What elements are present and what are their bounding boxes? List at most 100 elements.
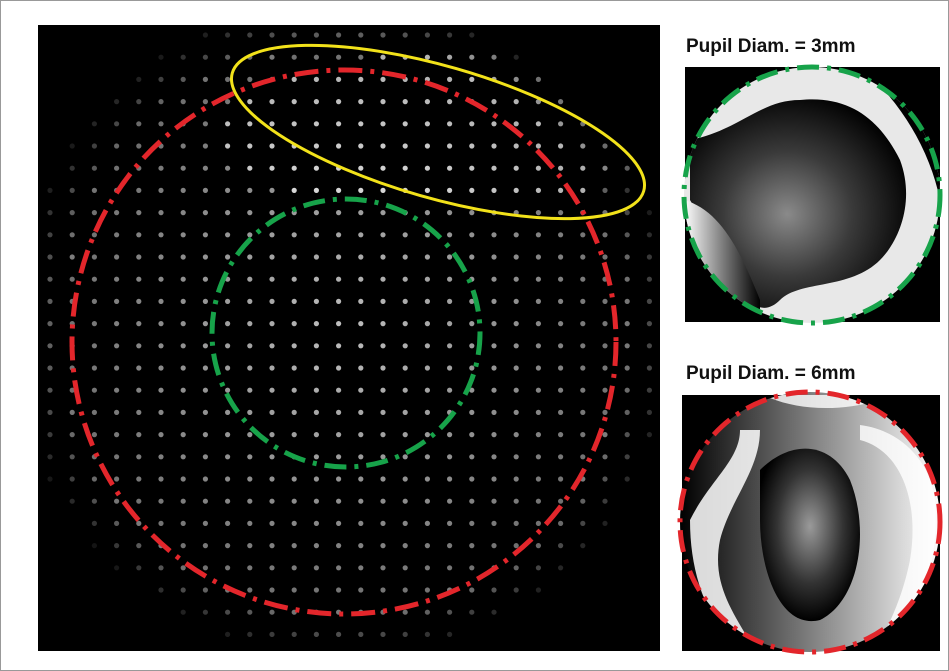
spot (336, 32, 341, 37)
spot (314, 587, 319, 592)
spot (47, 277, 52, 282)
spot (181, 610, 186, 615)
spot (514, 99, 519, 104)
spot (136, 476, 141, 481)
spot (314, 166, 319, 171)
spot (425, 543, 430, 548)
spot (336, 143, 341, 148)
spot (269, 587, 274, 592)
spot (314, 410, 319, 415)
spot (292, 565, 297, 570)
spot (269, 99, 274, 104)
spot (203, 77, 208, 82)
spot (203, 343, 208, 348)
spot (403, 343, 408, 348)
spot (625, 432, 630, 437)
spot (136, 210, 141, 215)
spot (380, 388, 385, 393)
spot (425, 365, 430, 370)
spot (469, 410, 474, 415)
spot (580, 232, 585, 237)
spot (447, 321, 452, 326)
spot (602, 143, 607, 148)
spot (536, 388, 541, 393)
spot (580, 543, 585, 548)
spot (314, 454, 319, 459)
spot (558, 254, 563, 259)
spot (403, 565, 408, 570)
spot (558, 166, 563, 171)
spot (491, 476, 496, 481)
spot (625, 454, 630, 459)
spot (181, 499, 186, 504)
spot (314, 55, 319, 60)
spot (380, 521, 385, 526)
spot (602, 188, 607, 193)
spot (136, 410, 141, 415)
spot (158, 454, 163, 459)
spot (558, 277, 563, 282)
spot (225, 565, 230, 570)
spot (158, 343, 163, 348)
spot (602, 166, 607, 171)
spot (514, 454, 519, 459)
spot (181, 432, 186, 437)
spot (247, 121, 252, 126)
spot (247, 454, 252, 459)
spot (47, 188, 52, 193)
spot (380, 499, 385, 504)
spot (269, 321, 274, 326)
spot (580, 343, 585, 348)
spot (403, 143, 408, 148)
spot (558, 232, 563, 237)
spot (292, 476, 297, 481)
spot (136, 388, 141, 393)
spot (314, 321, 319, 326)
spot (403, 99, 408, 104)
spot (247, 565, 252, 570)
spot (558, 343, 563, 348)
spot (536, 143, 541, 148)
spot (491, 610, 496, 615)
spot (536, 188, 541, 193)
spot (114, 321, 119, 326)
spot (447, 476, 452, 481)
spot (269, 166, 274, 171)
spot (203, 432, 208, 437)
spot (203, 121, 208, 126)
spot (602, 432, 607, 437)
spot (136, 499, 141, 504)
spot (469, 55, 474, 60)
spot (158, 210, 163, 215)
spot (225, 166, 230, 171)
spot (403, 365, 408, 370)
spot (625, 365, 630, 370)
spot (447, 365, 452, 370)
spot (225, 454, 230, 459)
spot (358, 321, 363, 326)
spot (469, 232, 474, 237)
spot (70, 232, 75, 237)
spot (580, 321, 585, 326)
spot (358, 166, 363, 171)
spot (47, 299, 52, 304)
spot (247, 32, 252, 37)
spot (514, 254, 519, 259)
spot (269, 277, 274, 282)
spot (425, 254, 430, 259)
spot (558, 143, 563, 148)
spot (447, 521, 452, 526)
spot (225, 121, 230, 126)
spot (602, 521, 607, 526)
spot (380, 32, 385, 37)
spot (314, 343, 319, 348)
spot (491, 143, 496, 148)
spot (469, 166, 474, 171)
spot (269, 388, 274, 393)
spot (558, 499, 563, 504)
spot (625, 343, 630, 348)
spot (558, 321, 563, 326)
spot (247, 499, 252, 504)
spot (292, 277, 297, 282)
spot (47, 388, 52, 393)
